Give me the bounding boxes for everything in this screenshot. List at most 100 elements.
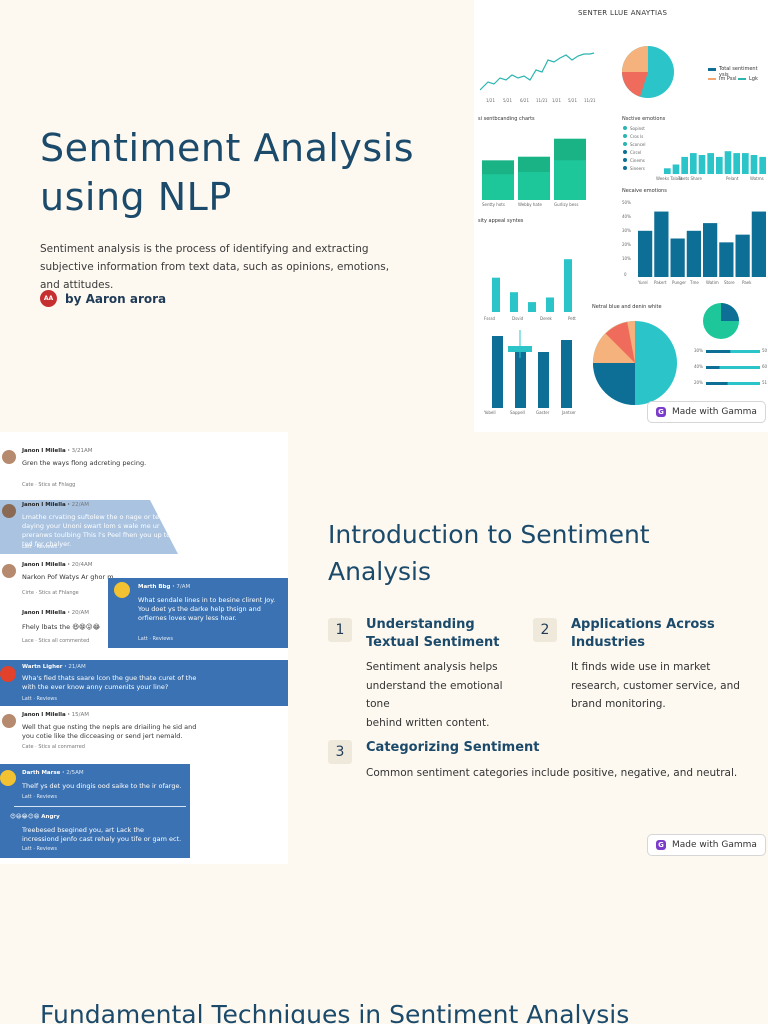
bar-f-label: Jantser [562,410,576,415]
message-meta: Latt · Reviews [22,544,57,550]
bar-d-label: Dsvid [512,316,524,321]
section-e-title: Netral blue and denin white [592,304,662,310]
bar [561,340,572,408]
pie-chart-small [703,303,739,339]
section-c-title: Necaive emotions [622,188,667,194]
message-body: Well that gue nsting the nepls are driai… [22,723,197,740]
bar-c-label: Paek [742,280,752,285]
bar-cap [554,138,586,161]
progress-label: 20% [694,380,703,385]
bar [538,352,549,408]
point-2: 2 Applications Across Industries It finds… [533,617,753,718]
chat-message: Janon I Milella · 20/4AM Narkon Pof Waty… [0,562,288,602]
point-title: Categorizing Sentiment [366,740,540,755]
bar [664,168,671,174]
message-body: Gren the ways flong adcreting pecing. [22,459,147,467]
chat-screenshot: Janon I Milella · 3/21AM Gren the ways f… [0,432,288,864]
y-tick: 40% [622,214,631,219]
bar-cap [518,156,550,172]
progress-value: 51 [762,380,768,385]
line-tick: 1/21 [486,98,495,103]
progress-track [706,382,760,385]
message-body: Treebesed bsegined you, art Lack the inc… [22,826,182,843]
message-author: Janon I Milella · 3/21AM [22,448,93,454]
legend-dots [623,126,627,170]
chat-message: Janon I Milella · 3/21AM Gren the ways f… [0,448,288,496]
pie-slice-red [622,72,648,97]
y-tick: 30% [622,228,631,233]
progress-fill [706,382,728,385]
made-with-gamma-badge[interactable]: G Made with Gamma [647,401,766,423]
bar-a-label: Gurlizy bess [554,202,579,207]
next-slide-title: Fundamental Techniques in Sentiment Anal… [40,1000,630,1024]
bar [724,151,732,174]
divider [14,806,186,807]
gamma-logo-icon: G [656,407,666,417]
y-tick: 50% [622,200,631,205]
bar-c-label: Tme [690,280,699,285]
heading-line-2: Analysis [328,557,432,586]
bar-chart-a [482,138,586,200]
bar-c-label: Store [724,280,735,285]
progress-track [706,350,760,353]
message-author: Janon I Milella · 20/4AM [22,562,93,568]
title-line-1: Sentiment Analysis [40,126,415,170]
message-author: Darth Marse · 2/5AM [22,770,84,776]
bar [654,211,669,277]
message-body: Thelf ys det you dingis ood saike to the… [22,782,182,790]
message-meta: Cate · Stics at Fhlagg [22,482,76,488]
legend-entry: Sineers [630,166,645,171]
author-block: AA by Aaron arora [40,290,166,307]
bar-f-label: Sappell [510,410,525,415]
made-with-gamma-badge[interactable]: G Made with Gamma [647,834,766,856]
point-3: 3 Categorizing Sentiment Common sentimen… [328,740,748,796]
point-text: Sentiment analysis helps understand the e… [366,661,503,729]
bar [719,242,734,277]
message-body: Wha's fied thats saare lcon the gue that… [22,674,197,691]
message-meta: Latt · Reviews [22,696,57,702]
gamma-logo-icon: G [656,840,666,850]
bar-c-label: Pakert [654,280,667,285]
message-body: Fhely lbats the 😆😁😜😂 [22,623,101,631]
bar [681,156,688,174]
bar [546,297,554,312]
bar-c-label: Yurel [638,280,648,285]
legend-label: Im Pssl [719,76,737,82]
legend-swatch [738,78,746,80]
bar [492,277,500,312]
bar-c-label: Punger [672,280,687,285]
legend-entry: Circel [630,150,642,155]
message-author: Janon I Milella · 22/AM [22,502,89,508]
bar [716,156,723,174]
bar [759,156,766,174]
pie-slice-orange [622,46,648,72]
author-name: by Aaron arora [65,291,167,306]
point-number: 1 [328,618,352,642]
chat-message: Janon I Milella · 15/AM Well that gue ns… [0,712,288,756]
line-tick: 1/21 [552,98,561,103]
chat-message: Janon I Milella · 20/AM Fhely lbats the … [0,610,288,650]
bar [564,259,572,312]
bar [515,348,526,408]
bar-b-label: Watms [750,176,764,181]
section-heading: Introduction to Sentiment Analysis [328,516,728,590]
bar [670,238,685,277]
bar [672,164,680,174]
line-tick: 5/21 [503,98,512,103]
progress-fill [706,350,731,353]
avatar [2,504,16,518]
dashboard-header: SENTER LLUE ANAYTIAS [578,9,668,17]
avatar [2,714,16,728]
message-meta: Lace · Stics all commented [22,638,90,644]
bar [707,153,714,174]
progress-track [706,366,760,369]
bar-cap [482,160,514,175]
progress-bars [706,350,760,385]
bar [703,223,718,277]
bar [751,211,766,277]
point-title: Understanding Textual Sentiment [366,617,500,650]
chat-message: Wartn Ligher · 21/AM Wha's fied thats sa… [0,660,288,706]
point-number: 3 [328,740,352,764]
reaction-row: 😍😆😂😊😄 Angry [10,814,60,820]
smiley-icon [0,770,16,786]
